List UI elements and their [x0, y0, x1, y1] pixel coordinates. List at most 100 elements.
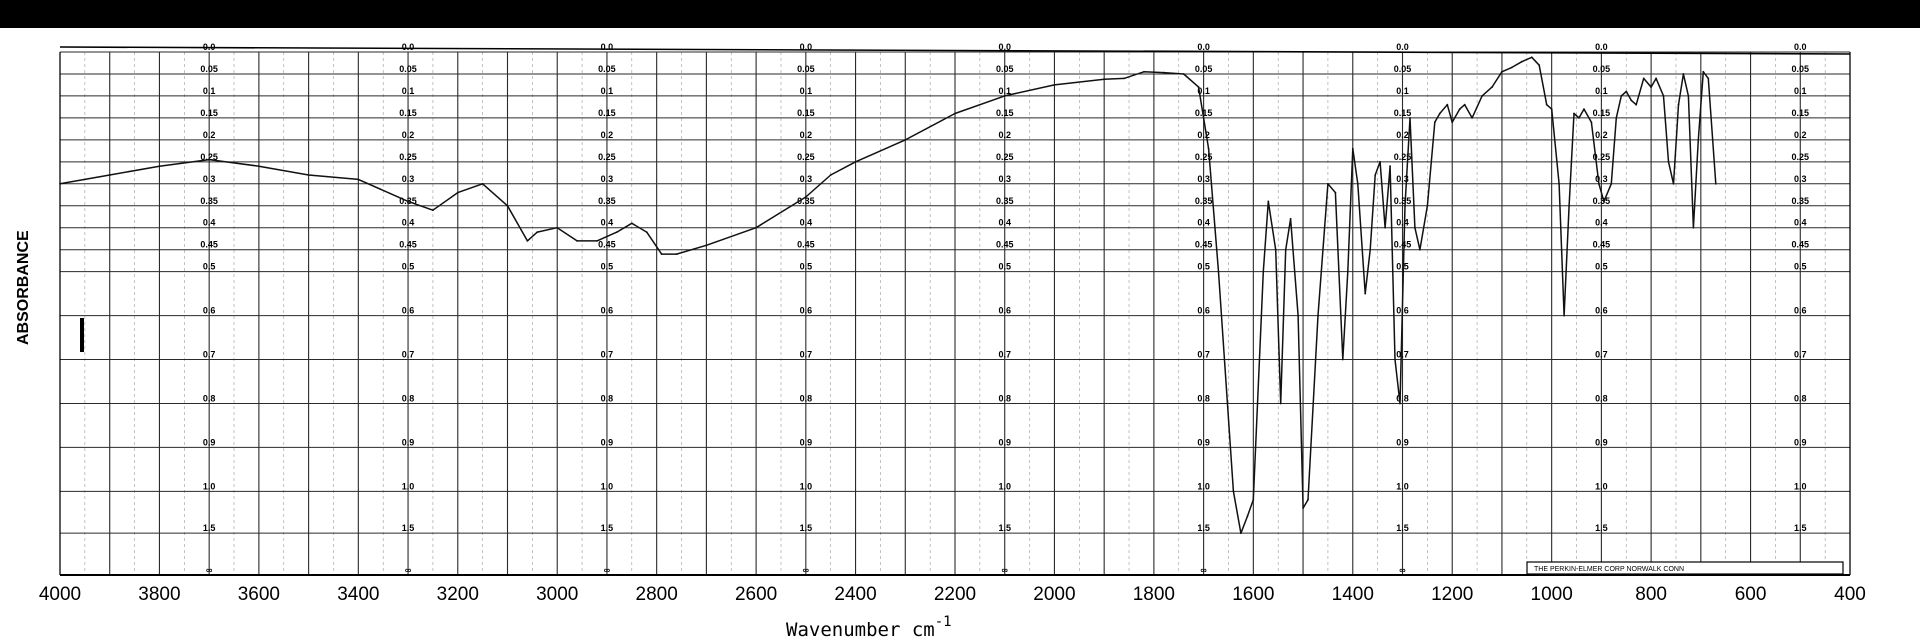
spectrum-data-point: [1578, 117, 1580, 119]
absorbance-scale-label: 0.1: [800, 86, 813, 96]
absorbance-scale-label: 0.9: [1396, 437, 1409, 447]
spectrum-data-point: [1374, 174, 1377, 176]
absorbance-scale-label: 0.45: [200, 240, 218, 250]
x-tick-label: 1600: [1232, 584, 1274, 605]
spectrum-data-point: [829, 174, 832, 176]
absorbance-scale-label: 0.15: [1792, 108, 1810, 118]
credit-box: [1526, 561, 1844, 575]
absorbance-scale-label: 0.5: [601, 262, 614, 272]
absorbance-scale-label: 0.2: [998, 130, 1011, 140]
absorbance-scale-label: 0.0: [203, 42, 216, 52]
spectrum-data-point: [1289, 218, 1292, 220]
absorbance-scale-label: 0.7: [402, 350, 415, 360]
absorbance-scale-label: 0.6: [203, 306, 216, 316]
absorbance-scale-label: 0.05: [200, 64, 218, 74]
absorbance-scale-label: 0.05: [1195, 64, 1213, 74]
spectrum-data-point: [1583, 108, 1585, 110]
spectrum-data-point: [1252, 498, 1255, 501]
spectrum-data-point: [1590, 121, 1593, 124]
absorbance-scale-label: 0.8: [402, 393, 415, 403]
spectrum-data-point: [1642, 77, 1645, 80]
absorbance-scale-label: 0.35: [1593, 196, 1611, 206]
absorbance-scale-label: 0.8: [1794, 393, 1807, 403]
spectrum-data-point: [1341, 358, 1344, 361]
absorbance-scale-label: 1.0: [402, 481, 415, 491]
absorbance-scale-label: 0.3: [402, 174, 415, 184]
spectrum-data-point: [556, 226, 559, 229]
spectrum-data-point: [1491, 86, 1493, 88]
x-tick-label: 3400: [337, 584, 379, 605]
absorbance-scale-label: 1.5: [1794, 523, 1807, 533]
absorbance-scale-label: 0.8: [203, 393, 216, 403]
absorbance-scale-label: 0.5: [203, 262, 216, 272]
spectrum-data-point: [1346, 270, 1349, 273]
absorbance-scale-label: 1.5: [1197, 523, 1210, 533]
absorbance-scale-label: 0.4: [1595, 218, 1608, 228]
absorbance-scale-label: 0.15: [1593, 108, 1611, 118]
absorbance-scale-label: 0.8: [800, 393, 813, 403]
absorbance-scale-label: 0.7: [203, 350, 216, 360]
absorbance-scale-label: 1.0: [998, 481, 1011, 491]
absorbance-scale-label: 0.1: [203, 86, 216, 96]
absorbance-scale-label: 0.0: [998, 42, 1011, 52]
spectrum-data-point: [208, 158, 211, 161]
spectrum-data-point: [1650, 86, 1652, 88]
spectrum-data-point: [1207, 147, 1210, 150]
spectrum-data-point: [1267, 200, 1270, 203]
spectrum-data-point: [1356, 182, 1359, 185]
spectrum-data-point: [258, 165, 260, 168]
absorbance-scale-label: 0.9: [998, 437, 1011, 447]
spectrum-data-point: [1603, 200, 1605, 203]
absorbance-scale-label: 1.0: [203, 481, 216, 491]
x-tick-label: 1400: [1332, 584, 1374, 605]
absorbance-scale-label: 0.45: [797, 240, 815, 250]
spectrum-data-point: [630, 222, 633, 225]
absorbance-scale-label: 0.8: [1396, 393, 1409, 403]
absorbance-scale-label: 0.25: [200, 152, 218, 162]
absorbance-scale-label: 0.8: [1595, 393, 1608, 403]
absorbance-scale-label: 0.6: [1595, 306, 1608, 316]
spectrum-data-point: [1568, 204, 1570, 207]
absorbance-scale-label: 1.5: [203, 523, 216, 533]
absorbance-scale-label: 0.1: [402, 86, 415, 96]
spectrum-data-point: [1438, 112, 1441, 115]
spectrum-data-point: [1274, 248, 1277, 251]
spectrum-data-point: [432, 209, 434, 212]
spectrum-data-point: [1143, 70, 1145, 73]
x-tick-label: 2400: [834, 584, 876, 605]
grid-major-lines: [59, 51, 1851, 576]
absorbance-scale-label: 0.7: [1396, 350, 1409, 360]
absorbance-scale-label: 0.2: [1595, 130, 1608, 140]
spectrum-data-point: [616, 231, 618, 234]
x-axis-label-superscript: -1: [935, 614, 952, 630]
absorbance-scale-label: ∞: [1399, 565, 1406, 575]
absorbance-scale-label: 0.25: [1394, 152, 1412, 162]
absorbance-scale-label: 1.5: [800, 523, 813, 533]
absorbance-scale-label: 1.5: [1595, 523, 1608, 533]
spectrum-data-point: [1635, 103, 1638, 106]
absorbance-scale-label: 0.5: [402, 262, 415, 272]
spectrum-data-point: [1655, 77, 1657, 80]
absorbance-scale-label: 1.0: [1396, 481, 1409, 491]
spectrum-data-point: [108, 174, 111, 176]
absorbance-scale-label: 0.3: [1595, 174, 1608, 184]
absorbance-scale-label: 0.4: [601, 218, 614, 228]
absorbance-scale-label: 0.3: [1794, 174, 1807, 184]
absorbance-scale-label: 0.7: [601, 350, 614, 360]
absorbance-scale-label: 0.05: [996, 64, 1014, 74]
spectrum-data-point: [1369, 248, 1372, 251]
spectrum-data-point: [1433, 121, 1436, 124]
absorbance-scale-label: 0.6: [402, 306, 415, 316]
spectrum-data-point: [1520, 60, 1523, 63]
spectrum-data-point: [1672, 182, 1675, 185]
spectrum-data-point: [576, 240, 578, 242]
spectrum-data-point: [1625, 90, 1628, 93]
x-tick-label: 3000: [536, 584, 578, 605]
spectrum-data-point: [1451, 121, 1454, 124]
absorbance-scale-label: 0.05: [1792, 64, 1810, 74]
absorbance-scale-label: 0.5: [1396, 262, 1409, 272]
absorbance-scale-label: 0.45: [1195, 240, 1213, 250]
spectrum-data-point: [456, 191, 459, 194]
absorbance-scale-label: ∞: [803, 565, 810, 575]
